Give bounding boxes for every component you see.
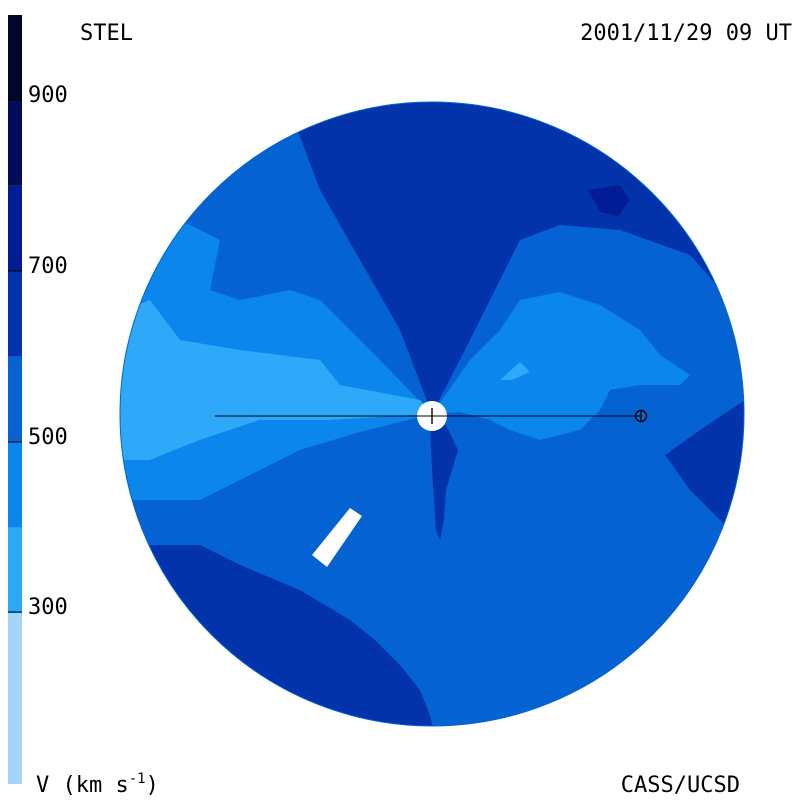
region-east-moderate bbox=[432, 292, 690, 440]
sun-marker bbox=[417, 401, 447, 431]
colorbar-label-exp: -1 bbox=[129, 771, 146, 787]
colorbar-label: V (km s-1) bbox=[36, 771, 159, 798]
region-fast-blob bbox=[588, 185, 630, 216]
region-west-moderate bbox=[120, 220, 432, 414]
region-southwest-moderate bbox=[120, 414, 432, 500]
colorbar-segment-500-600 bbox=[8, 356, 22, 443]
tick-label-300: 300 bbox=[28, 595, 68, 620]
region-west-slow bbox=[120, 300, 432, 460]
data-gap bbox=[312, 508, 362, 567]
colorbar-segment-900-1000 bbox=[8, 15, 22, 101]
source-label: STEL bbox=[80, 21, 133, 46]
colorbar bbox=[8, 15, 22, 784]
region-east-slow bbox=[500, 362, 530, 380]
colorbar-segment-600-700 bbox=[8, 271, 22, 357]
colorbar-label-suffix: ) bbox=[146, 773, 159, 798]
region-spine bbox=[430, 425, 458, 540]
colorbar-label-prefix: V (km s bbox=[36, 773, 129, 798]
credit-label: CASS/UCSD bbox=[621, 773, 740, 798]
colorbar-segment-400-500 bbox=[8, 442, 22, 528]
colorbar-segment-300-400 bbox=[8, 527, 22, 614]
colorbar-segment-100-300 bbox=[8, 613, 22, 784]
tick-label-500: 500 bbox=[28, 425, 68, 450]
disc-outline bbox=[119, 101, 745, 727]
earth-marker bbox=[634, 409, 648, 423]
tick-label-900: 900 bbox=[28, 83, 68, 108]
tick-label-700: 700 bbox=[28, 254, 68, 279]
timestamp-label: 2001/11/29 09 UT bbox=[580, 21, 792, 46]
colorbar-segment-800-900 bbox=[8, 100, 22, 186]
colorbar-segment-700-800 bbox=[8, 185, 22, 272]
colorbar-ticks: 900 700 500 300 bbox=[8, 83, 68, 620]
